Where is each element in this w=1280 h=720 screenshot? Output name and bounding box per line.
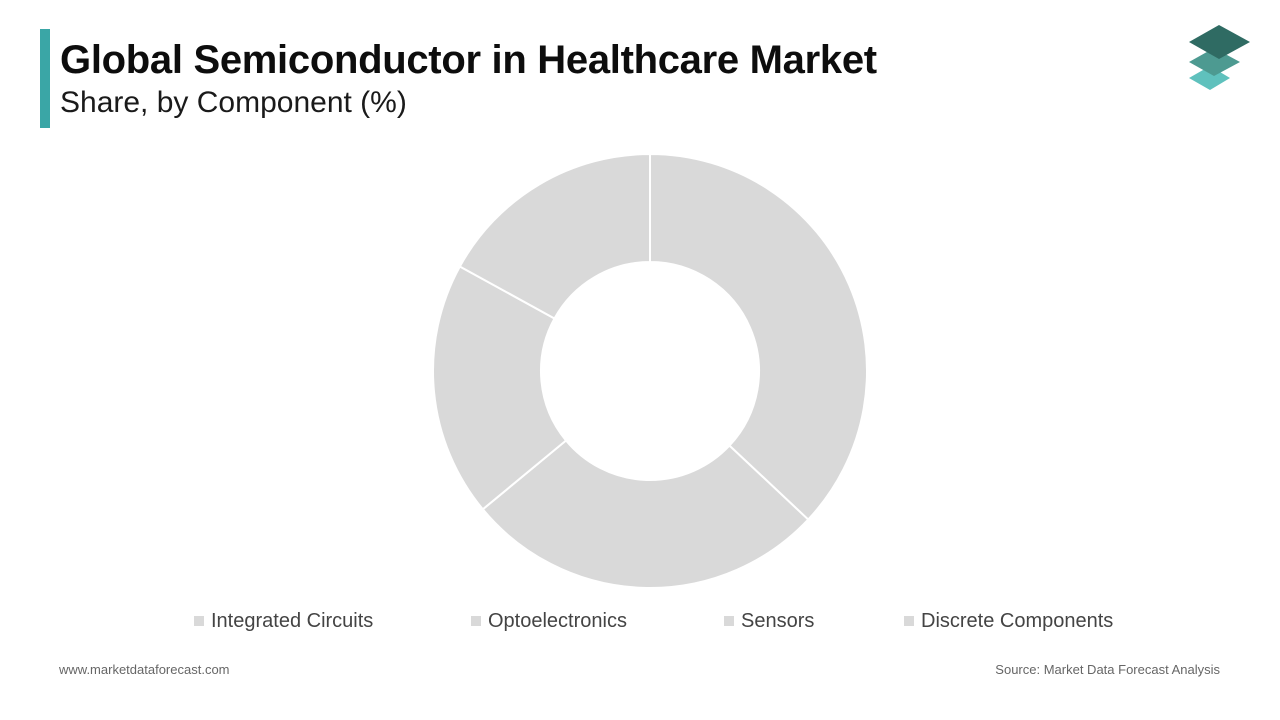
donut-slice-discrete-components bbox=[458, 152, 651, 320]
legend-swatch bbox=[471, 616, 481, 626]
logo-layer-middle bbox=[1189, 48, 1240, 76]
legend-swatch bbox=[194, 616, 204, 626]
donut-slice-integrated-circuits bbox=[649, 152, 868, 521]
legend-label: Discrete Components bbox=[921, 609, 1114, 632]
legend-item: Optoelectronics bbox=[471, 608, 627, 634]
chart-title: Global Semiconductor in Healthcare Marke… bbox=[60, 38, 877, 82]
legend-swatch bbox=[724, 616, 734, 626]
legend-item: Discrete Components bbox=[904, 608, 1113, 634]
legend-item: Sensors bbox=[724, 608, 814, 634]
donut-slice-sensors bbox=[432, 265, 568, 511]
legend-swatch bbox=[904, 616, 914, 626]
title-accent-bar bbox=[40, 29, 50, 128]
logo-layer-top bbox=[1189, 25, 1250, 59]
legend-label: Integrated Circuits bbox=[211, 609, 374, 632]
legend-label: Sensors bbox=[741, 609, 815, 632]
legend-label: Optoelectronics bbox=[488, 609, 627, 632]
legend-item: Integrated Circuits bbox=[194, 608, 373, 634]
donut-slice-optoelectronics bbox=[481, 439, 810, 589]
chart-subtitle: Share, by Component (%) bbox=[60, 86, 407, 119]
source-note: Source: Market Data Forecast Analysis bbox=[995, 662, 1220, 677]
website-url: www.marketdataforecast.com bbox=[59, 662, 230, 677]
layered-stack-icon bbox=[1189, 25, 1250, 90]
